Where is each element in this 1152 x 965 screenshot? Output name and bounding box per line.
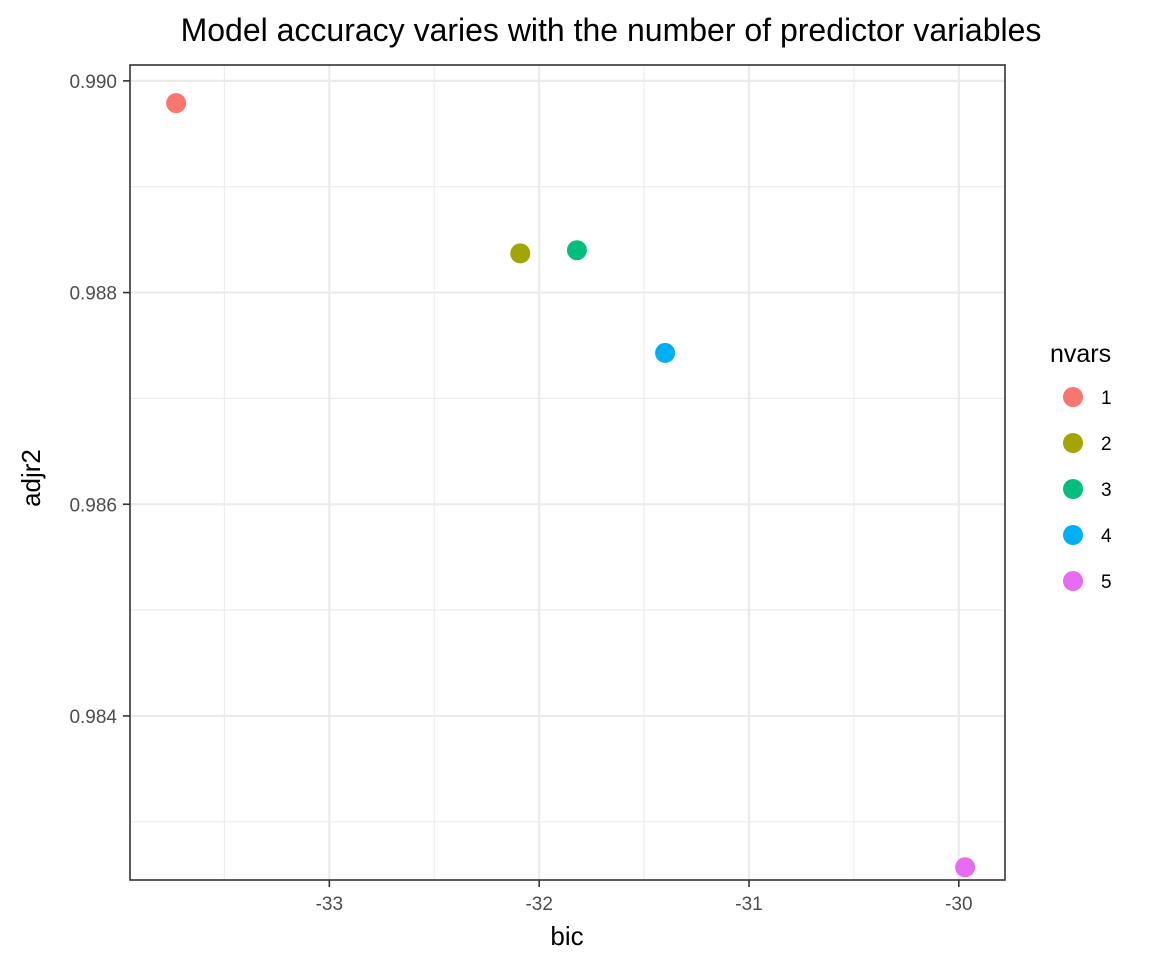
chart-title: Model accuracy varies with the number of…	[181, 12, 1042, 48]
legend: nvars 1 2 3 4 5	[1050, 340, 1112, 593]
data-point-nvars-4	[655, 342, 676, 363]
legend-key-1	[1063, 387, 1083, 407]
panel-border	[129, 64, 1006, 881]
grid-minor	[130, 65, 1005, 880]
legend-key-3	[1063, 479, 1083, 499]
data-point-nvars-2	[510, 243, 531, 264]
legend-label-4: 4	[1101, 526, 1112, 547]
y-tick-label: 0.988	[69, 284, 117, 305]
x-tick-label: -30	[945, 894, 972, 915]
legend-label-1: 1	[1101, 388, 1112, 409]
x-tick-label: -32	[525, 894, 552, 915]
y-tick-label: 0.986	[69, 495, 117, 516]
x-axis-title: bic	[550, 921, 583, 951]
legend-label-2: 2	[1101, 434, 1112, 455]
data-point-nvars-1	[166, 93, 187, 114]
x-tick-label: -31	[735, 894, 762, 915]
x-axis: -33 -32 -31 -30	[316, 880, 973, 915]
y-tick-label: 0.984	[69, 707, 117, 728]
points-layer	[166, 93, 976, 878]
legend-items: 1 2 3 4 5	[1063, 387, 1112, 593]
x-tick-label: -33	[316, 894, 343, 915]
legend-label-3: 3	[1101, 480, 1112, 501]
legend-key-4	[1063, 525, 1083, 545]
data-point-nvars-5	[955, 857, 976, 878]
plot-panel	[129, 64, 1006, 881]
legend-key-2	[1063, 433, 1083, 453]
y-axis: 0.984 0.986 0.988 0.990	[69, 72, 130, 728]
legend-label-5: 5	[1101, 572, 1112, 593]
legend-key-5	[1063, 571, 1083, 591]
data-point-nvars-3	[566, 240, 587, 261]
legend-title: nvars	[1050, 340, 1111, 368]
y-axis-title: adjr2	[16, 449, 46, 507]
panel-background	[130, 65, 1005, 880]
y-tick-label: 0.990	[69, 72, 117, 93]
grid-major	[130, 65, 1005, 880]
